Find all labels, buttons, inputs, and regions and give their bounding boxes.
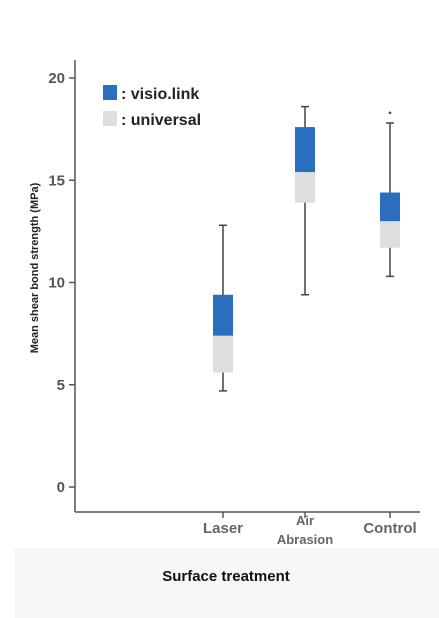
x-category-label: Control [363, 520, 416, 537]
axes [74, 60, 420, 513]
boxes [213, 127, 400, 373]
y-tick-label: 0 [57, 479, 65, 496]
x-category-label: Abrasion [277, 532, 333, 547]
y-ticks: 0 5 10 15 20 [48, 70, 75, 496]
legend: : visio.link : universal [103, 85, 201, 129]
y-tick-label: 5 [57, 377, 65, 394]
legend-swatch-visio-link [103, 85, 117, 100]
box-universal [380, 221, 400, 248]
x-category-labels: Laser Air Abrasion Control [203, 512, 417, 547]
y-axis-label: Mean shear bond strength (MPa) [29, 182, 41, 353]
box-universal [295, 172, 315, 203]
y-tick-label: 15 [48, 172, 65, 189]
box-universal [213, 335, 233, 373]
box-visio-link [380, 192, 400, 222]
box-visio-link [295, 127, 315, 173]
y-tick-label: 20 [48, 70, 65, 87]
legend-label-universal: : universal [121, 112, 201, 129]
y-tick-label: 10 [48, 275, 65, 292]
legend-swatch-universal [103, 111, 117, 126]
x-category-label: Air [296, 513, 314, 528]
outliers [388, 111, 392, 115]
outlier-point [388, 111, 392, 115]
x-axis-label: Surface treatment [162, 568, 290, 585]
legend-label-visio-link: : visio.link [121, 86, 199, 103]
box-visio-link [213, 294, 233, 336]
x-category-label: Laser [203, 520, 243, 537]
footer-band [14, 548, 439, 618]
